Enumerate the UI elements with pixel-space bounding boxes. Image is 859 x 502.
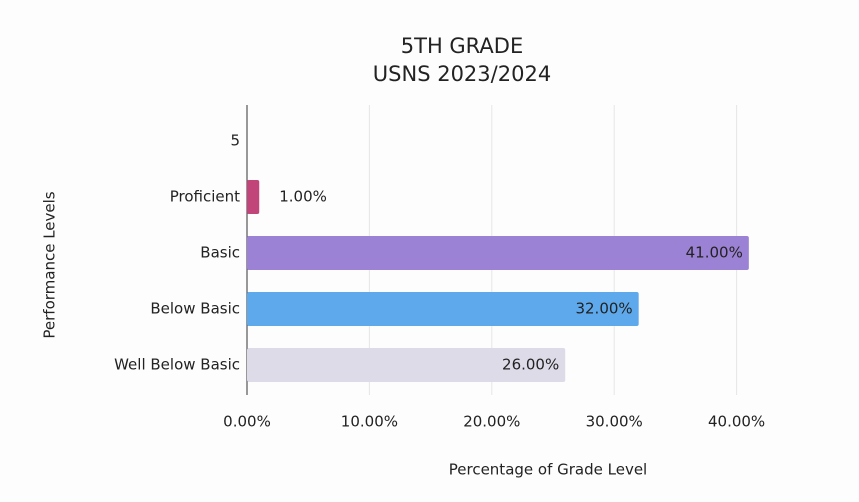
chart-subtitle: USNS 2023/2024 [373, 62, 551, 86]
bar [247, 348, 566, 382]
x-axis-label: Percentage of Grade Level [449, 461, 647, 479]
value-label: 1.00% [279, 188, 327, 206]
chart-title: 5TH GRADE [401, 34, 523, 58]
y-tick-label: Well Below Basic [114, 356, 240, 374]
bar [247, 236, 749, 270]
value-label: 26.00% [502, 356, 559, 374]
x-tick-label: 40.00% [708, 413, 765, 431]
y-tick-label: Proficient [170, 188, 240, 206]
value-label: 41.00% [686, 244, 743, 262]
value-label: 32.00% [575, 300, 632, 318]
bar [247, 292, 639, 326]
x-tick-label: 0.00% [223, 413, 271, 431]
x-tick-label: 20.00% [463, 413, 520, 431]
y-tick-label: 5 [230, 132, 240, 150]
bar [247, 180, 260, 214]
x-tick-label: 10.00% [341, 413, 398, 431]
y-tick-label: Basic [200, 244, 240, 262]
y-axis-label: Performance Levels [41, 191, 59, 338]
y-tick-label: Below Basic [150, 300, 240, 318]
x-tick-label: 30.00% [586, 413, 643, 431]
